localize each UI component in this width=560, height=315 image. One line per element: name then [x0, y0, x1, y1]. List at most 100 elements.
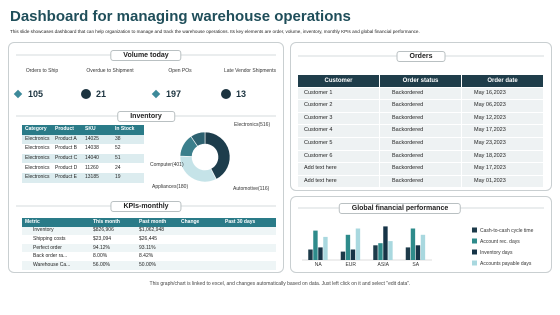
table-cell: $26,445 [139, 235, 158, 242]
footer: This graph/chart is linked to excel, and… [149, 281, 411, 287]
table-cell: Product D [52, 163, 82, 173]
bar [345, 234, 351, 260]
section-header: Global financial performance [338, 203, 462, 214]
table-cell: 14040 [82, 153, 112, 164]
table-cell: 13185 [82, 173, 112, 183]
row-bg [22, 261, 276, 270]
table-header-cell: This month [90, 218, 136, 227]
table-cell: $23,094 [93, 235, 112, 242]
table-cell: Backordered [380, 112, 461, 125]
table-cell: $1,062,948 [139, 227, 165, 234]
table-cell: May 16,2023 [462, 87, 543, 100]
kpi-label: Open POs [168, 68, 192, 74]
legend-swatch [472, 260, 477, 266]
kpi-icon [13, 89, 23, 99]
donut-label: Appliances(180) [152, 184, 189, 190]
table-cell: $826,906 [93, 227, 114, 234]
row-bg [22, 226, 276, 236]
table-cell: Customer 3 [298, 112, 379, 125]
kpi-value: 21 [96, 89, 107, 99]
table-cell: Backordered [380, 125, 461, 137]
kpi-label: Overdue to Shipment [86, 68, 134, 74]
table-cell: Inventory [33, 227, 54, 234]
table-cell: Product B [52, 144, 82, 154]
kpi-icon [151, 89, 161, 99]
kpi-label: Orders to Ship [25, 68, 59, 74]
legend-label: Accounts payable days [480, 261, 532, 267]
bar [323, 236, 328, 260]
table-cell: Backordered [380, 138, 461, 150]
kpi-icon [221, 89, 231, 99]
bar [350, 249, 356, 260]
table-cell: Warehouse Ca... [33, 261, 71, 268]
table-cell: Add text here [298, 175, 379, 188]
table-header-cell: Category [22, 125, 52, 135]
table-header-cell: Past month [136, 218, 178, 227]
bar [340, 251, 346, 260]
table-cell: Product A [52, 134, 82, 145]
table-cell: 51 [112, 153, 144, 164]
table-cell: Backordered [380, 163, 461, 175]
row-bg [22, 252, 276, 261]
legend-swatch [472, 238, 477, 244]
section-header: Volume today [110, 50, 182, 61]
table-cell: Product C [52, 153, 82, 164]
table-cell: 19 [112, 173, 144, 183]
bar [308, 249, 313, 260]
bar [373, 245, 378, 260]
table-header-cell: Metric [22, 218, 90, 227]
table-cell: Electronics [22, 163, 52, 173]
table-cell: Customer 5 [298, 138, 379, 150]
table-cell: May 06,2023 [462, 100, 543, 112]
table-cell: 11260 [82, 163, 112, 173]
bar [420, 234, 426, 260]
x-tick-label: EUR [345, 262, 356, 268]
table-cell: May 23,2023 [462, 138, 543, 150]
table-cell: 14025 [82, 134, 112, 145]
table-header-cell: Order date [462, 75, 543, 87]
row-bg [22, 235, 276, 244]
bar [318, 247, 323, 260]
x-tick-label: SA [412, 262, 419, 268]
donut-label: Electronics(516) [234, 122, 271, 128]
bar [388, 241, 393, 260]
section-header: Orders [396, 51, 446, 62]
x-tick-label: ASIA [378, 262, 390, 268]
kpi-value: 13 [236, 89, 247, 99]
table-cell: May 17,2023 [462, 163, 543, 175]
legend-label: Account rec. days [480, 239, 520, 245]
legend-swatch [472, 227, 477, 233]
table-cell: May 18,2023 [462, 150, 543, 163]
x-tick-label: NA [315, 262, 323, 268]
kpi-value: 105 [28, 89, 44, 99]
table-header-cell: SKU [82, 125, 112, 135]
table-cell: May 17,2023 [462, 125, 543, 137]
donut-slice [204, 131, 231, 180]
table-cell: Customer 6 [298, 150, 379, 163]
bar [415, 245, 421, 260]
table-cell: May 01,2023 [462, 175, 543, 188]
table-cell: Electronics [22, 134, 52, 145]
table-cell: May 12,2023 [462, 112, 543, 125]
table-cell: Customer 4 [298, 125, 379, 137]
table-header-cell: Product [52, 125, 82, 135]
table-cell: Electronics [22, 173, 52, 183]
table-cell: Customer 1 [298, 87, 379, 100]
bar [405, 247, 411, 260]
table-cell: Backordered [380, 150, 461, 163]
table-header-cell: In Stock [112, 125, 144, 135]
table-header-cell: Change [178, 218, 222, 227]
donut-label: Computer(401) [150, 162, 184, 168]
table-cell: Backordered [380, 87, 461, 100]
kpi-icon [81, 89, 91, 99]
table-cell: Add text here [298, 163, 379, 175]
table-cell: 8.42% [139, 253, 154, 260]
table-cell: 94.12% [93, 244, 110, 251]
donut-label: Automotive(116) [233, 186, 270, 192]
table-cell: Back order ra... [33, 253, 68, 260]
legend-swatch [472, 249, 477, 255]
bar [383, 226, 388, 260]
bar [313, 230, 318, 260]
table-header-cell: Customer [298, 75, 379, 87]
